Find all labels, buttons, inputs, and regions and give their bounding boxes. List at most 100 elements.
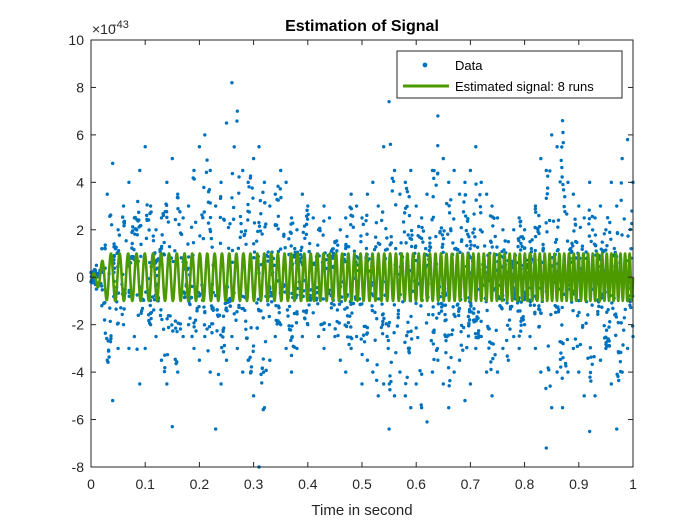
data-point: [508, 327, 512, 331]
data-point: [246, 358, 250, 362]
data-point: [447, 405, 451, 410]
data-point: [312, 261, 316, 266]
data-point: [327, 216, 332, 220]
data-point: [475, 245, 480, 249]
data-point: [490, 204, 494, 208]
data-point: [611, 306, 615, 311]
data-point: [476, 335, 480, 339]
data-point: [262, 405, 267, 410]
data-point: [493, 353, 497, 357]
data-point: [438, 231, 442, 235]
data-point: [276, 198, 280, 202]
data-point: [246, 202, 250, 207]
data-point: [459, 343, 464, 347]
data-point: [292, 311, 297, 316]
data-point: [544, 446, 548, 450]
data-point: [588, 346, 593, 350]
data-point: [506, 358, 511, 362]
data-point: [165, 180, 169, 185]
data-point: [138, 168, 142, 173]
data-point: [264, 368, 268, 373]
data-point: [559, 365, 563, 369]
data-point: [186, 242, 190, 246]
data-point: [160, 233, 164, 237]
data-point: [387, 382, 392, 386]
data-point: [289, 244, 293, 248]
data-point: [375, 317, 379, 321]
data-point: [604, 248, 608, 252]
data-point: [112, 242, 116, 246]
data-point: [472, 244, 477, 248]
data-point: [620, 233, 624, 237]
data-point: [489, 360, 493, 364]
data-point: [195, 306, 199, 311]
data-point: [451, 241, 455, 245]
data-point: [122, 307, 126, 311]
data-point: [164, 210, 169, 214]
data-point: [376, 394, 380, 398]
data-point: [344, 244, 348, 248]
data-point: [571, 308, 575, 313]
data-point: [178, 327, 183, 331]
data-point: [491, 224, 495, 228]
data-point: [289, 353, 294, 358]
data-point: [580, 247, 584, 251]
data-point: [428, 244, 432, 249]
data-point: [381, 319, 385, 324]
data-point: [244, 336, 249, 340]
data-point: [617, 351, 621, 355]
data-point: [105, 336, 109, 341]
data-point: [449, 355, 453, 360]
data-point: [135, 347, 139, 351]
data-point: [208, 370, 212, 374]
data-point: [578, 225, 583, 230]
data-point: [178, 210, 182, 214]
data-point: [602, 232, 607, 236]
data-point: [143, 346, 147, 351]
data-point: [159, 216, 164, 220]
data-point: [563, 361, 568, 366]
data-point: [463, 180, 467, 185]
data-point: [465, 345, 469, 350]
data-point: [547, 368, 551, 372]
data-point: [191, 176, 195, 180]
data-point: [405, 190, 410, 194]
data-point: [144, 213, 149, 218]
data-point: [206, 221, 211, 225]
data-point: [291, 221, 295, 225]
data-point: [593, 233, 598, 237]
data-point: [200, 213, 204, 217]
data-point: [287, 304, 292, 309]
data-point: [419, 216, 424, 220]
data-point: [464, 228, 468, 233]
data-point: [446, 366, 451, 370]
data-point: [561, 130, 565, 135]
data-point: [493, 234, 497, 239]
data-point: [257, 224, 262, 228]
data-point: [587, 216, 592, 221]
data-point: [609, 180, 614, 185]
data-point: [546, 174, 550, 178]
data-point: [193, 220, 198, 225]
data-point: [403, 394, 408, 398]
data-point: [588, 370, 593, 375]
data-point: [275, 319, 280, 323]
data-point: [587, 234, 592, 238]
data-point: [226, 246, 231, 250]
data-point: [392, 394, 397, 398]
data-point: [405, 333, 409, 338]
data-point: [380, 313, 385, 317]
data-point: [462, 200, 466, 204]
data-point: [163, 365, 167, 370]
data-point: [420, 225, 424, 230]
data-point: [218, 215, 223, 220]
data-point: [548, 169, 552, 173]
x-tick-label: 0.7: [461, 476, 481, 492]
data-point: [608, 230, 612, 235]
data-point: [539, 370, 543, 374]
data-point: [278, 187, 282, 191]
data-point: [135, 233, 140, 237]
data-point: [305, 208, 309, 213]
data-point: [430, 168, 435, 173]
data-point: [354, 204, 359, 208]
